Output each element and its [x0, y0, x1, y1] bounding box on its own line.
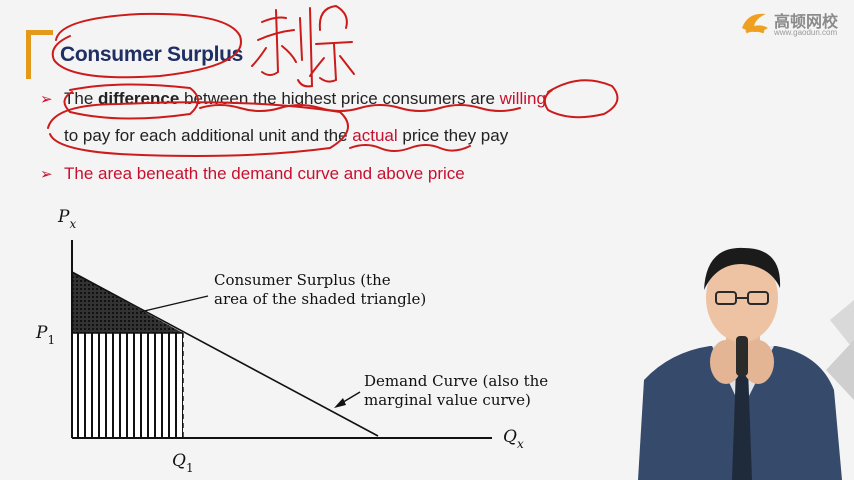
bullet-1-keyword-willing: willing	[499, 89, 546, 108]
title-bracket	[26, 30, 53, 79]
logo-name: 高顿网校	[774, 14, 839, 31]
bullet-2-text: The area beneath the demand curve and ab…	[64, 164, 465, 183]
demand-label-line1: Demand Curve (also the	[364, 372, 548, 390]
bullet-arrow-icon: ➢	[40, 166, 53, 183]
price-label: P1	[35, 323, 55, 347]
y-axis-label: Px	[57, 207, 76, 231]
bullet-1-keyword-actual: actual	[352, 126, 398, 145]
x-axis-label: Qx	[503, 427, 524, 451]
surplus-label-line2: area of the shaded triangle)	[214, 290, 426, 308]
surplus-pointer	[139, 295, 209, 313]
demand-curve	[71, 271, 379, 437]
bullet-2: ➢ The area beneath the demand curve and a…	[40, 164, 465, 184]
logo-url: www.gaodun.com	[774, 28, 838, 37]
expenditure-area	[72, 333, 183, 438]
demand-label-line2: marginal value curve)	[364, 391, 531, 409]
bullet-1-text-d: price they pay	[397, 126, 509, 145]
presenter-video	[638, 247, 854, 480]
logo-mark-icon	[742, 13, 768, 34]
gaodun-logo: 高顿网校 www.gaodun.com	[738, 6, 850, 42]
demand-arrowhead	[334, 398, 346, 408]
surplus-label-line1: Consumer Surplus (the	[214, 271, 391, 289]
quantity-label: Q1	[172, 451, 194, 475]
